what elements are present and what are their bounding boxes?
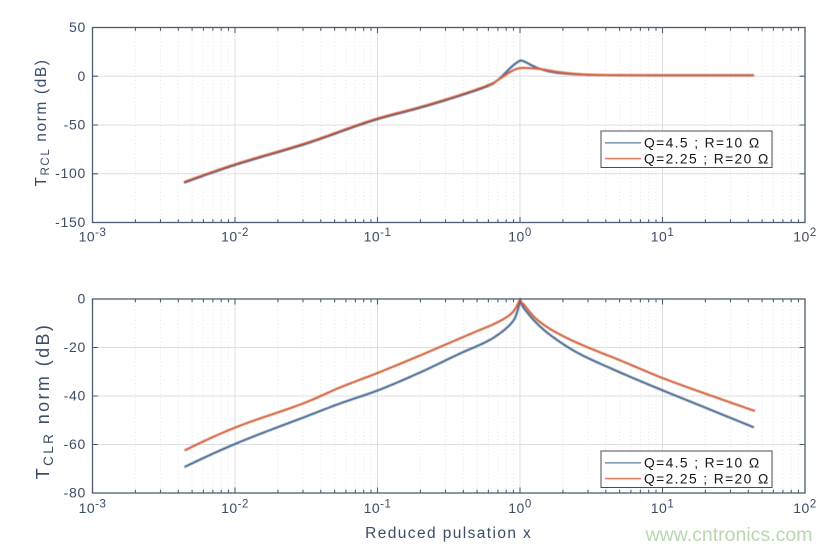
- svg-text:10-2: 10-2: [221, 499, 249, 517]
- svg-text:50: 50: [69, 19, 86, 35]
- svg-text:TCLR norm (dB): TCLR norm (dB): [33, 323, 56, 480]
- svg-text:-40: -40: [64, 388, 86, 404]
- svg-text:Q=4.5 ; R=10 Ω: Q=4.5 ; R=10 Ω: [644, 456, 761, 471]
- svg-text:10-1: 10-1: [364, 227, 392, 245]
- svg-text:-20: -20: [64, 339, 86, 355]
- svg-text:Q=2.25 ; R=20 Ω: Q=2.25 ; R=20 Ω: [644, 471, 770, 486]
- svg-text:10-3: 10-3: [79, 227, 107, 245]
- svg-text:100: 100: [508, 499, 531, 517]
- svg-text:-100: -100: [55, 165, 86, 181]
- svg-text:Q=2.25 ; R=20 Ω: Q=2.25 ; R=20 Ω: [644, 151, 770, 166]
- svg-text:102: 102: [793, 499, 816, 517]
- svg-text:Reduced pulsation x: Reduced pulsation x: [365, 525, 532, 542]
- svg-text:101: 101: [651, 499, 674, 517]
- svg-text:101: 101: [651, 227, 674, 245]
- svg-text:-50: -50: [64, 117, 86, 133]
- svg-text:TRCL norm (dB): TRCL norm (dB): [33, 58, 52, 186]
- svg-text:0: 0: [78, 68, 87, 84]
- svg-text:10-2: 10-2: [221, 227, 249, 245]
- svg-text:-150: -150: [55, 214, 86, 230]
- svg-text:-80: -80: [64, 485, 86, 501]
- svg-text:Q=4.5 ; R=10 Ω: Q=4.5 ; R=10 Ω: [644, 136, 761, 151]
- svg-text:10-1: 10-1: [364, 499, 392, 517]
- svg-text:-60: -60: [64, 436, 86, 452]
- svg-text:0: 0: [78, 291, 87, 307]
- svg-text:10-3: 10-3: [79, 499, 107, 517]
- svg-text:100: 100: [508, 227, 531, 245]
- svg-text:102: 102: [793, 227, 816, 245]
- svg-text:www.cntronics.com: www.cntronics.com: [645, 524, 813, 546]
